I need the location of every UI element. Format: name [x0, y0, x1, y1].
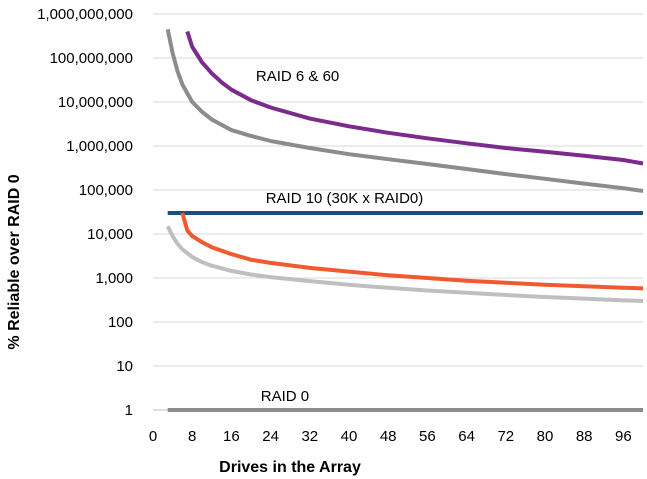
y-tick-label: 100,000,000	[50, 50, 133, 67]
annotation-3: RAID 0	[261, 388, 309, 405]
series-lines	[165, 28, 644, 412]
y-tick-label: 10,000	[87, 226, 133, 243]
x-tick-label: 24	[262, 428, 279, 445]
x-tick-label: 16	[223, 428, 240, 445]
x-tick-label: 80	[537, 428, 554, 445]
series-line-1	[185, 30, 644, 166]
x-tick-label: 72	[497, 428, 514, 445]
x-tick-label: 88	[576, 428, 593, 445]
y-tick-label: 10	[116, 358, 133, 375]
y-axis-title: % Reliable over RAID 0	[6, 174, 23, 349]
series-line-5	[165, 225, 644, 303]
y-tick-label: 1,000,000	[66, 138, 133, 155]
x-tick-label: 32	[301, 428, 318, 445]
x-tick-label: 64	[458, 428, 475, 445]
y-tick-label: 1	[125, 402, 133, 419]
series-line-2	[165, 28, 644, 193]
x-tick-labels: 0 8 16 24 32 40 48 56 64 72 80 88 96	[149, 428, 632, 445]
y-tick-label: 1,000,000,000	[37, 6, 133, 23]
x-tick-label: 48	[380, 428, 397, 445]
annotations: RAID 6 & 60 RAID 10 (30K x RAID0) RAID 0	[256, 68, 423, 405]
y-tick-label: 100	[108, 314, 133, 331]
x-tick-label: 96	[615, 428, 632, 445]
y-tick-label: 1,000	[95, 270, 133, 287]
x-tick-label: 56	[419, 428, 436, 445]
y-tick-label: 10,000,000	[58, 94, 133, 111]
x-tick-label: 40	[341, 428, 358, 445]
annotation-1: RAID 6 & 60	[256, 68, 339, 85]
x-tick-label: 0	[149, 428, 157, 445]
x-tick-label: 8	[188, 428, 196, 445]
x-axis-title: Drives in the Array	[219, 459, 361, 476]
gridlines	[153, 13, 643, 411]
annotation-2: RAID 10 (30K x RAID0)	[266, 190, 424, 207]
y-tick-labels: 1 10 100 1,000 10,000 100,000 1,000,000 10,000,…	[37, 6, 133, 419]
series-line-4	[180, 212, 644, 291]
y-tick-label: 100,000	[79, 182, 133, 199]
